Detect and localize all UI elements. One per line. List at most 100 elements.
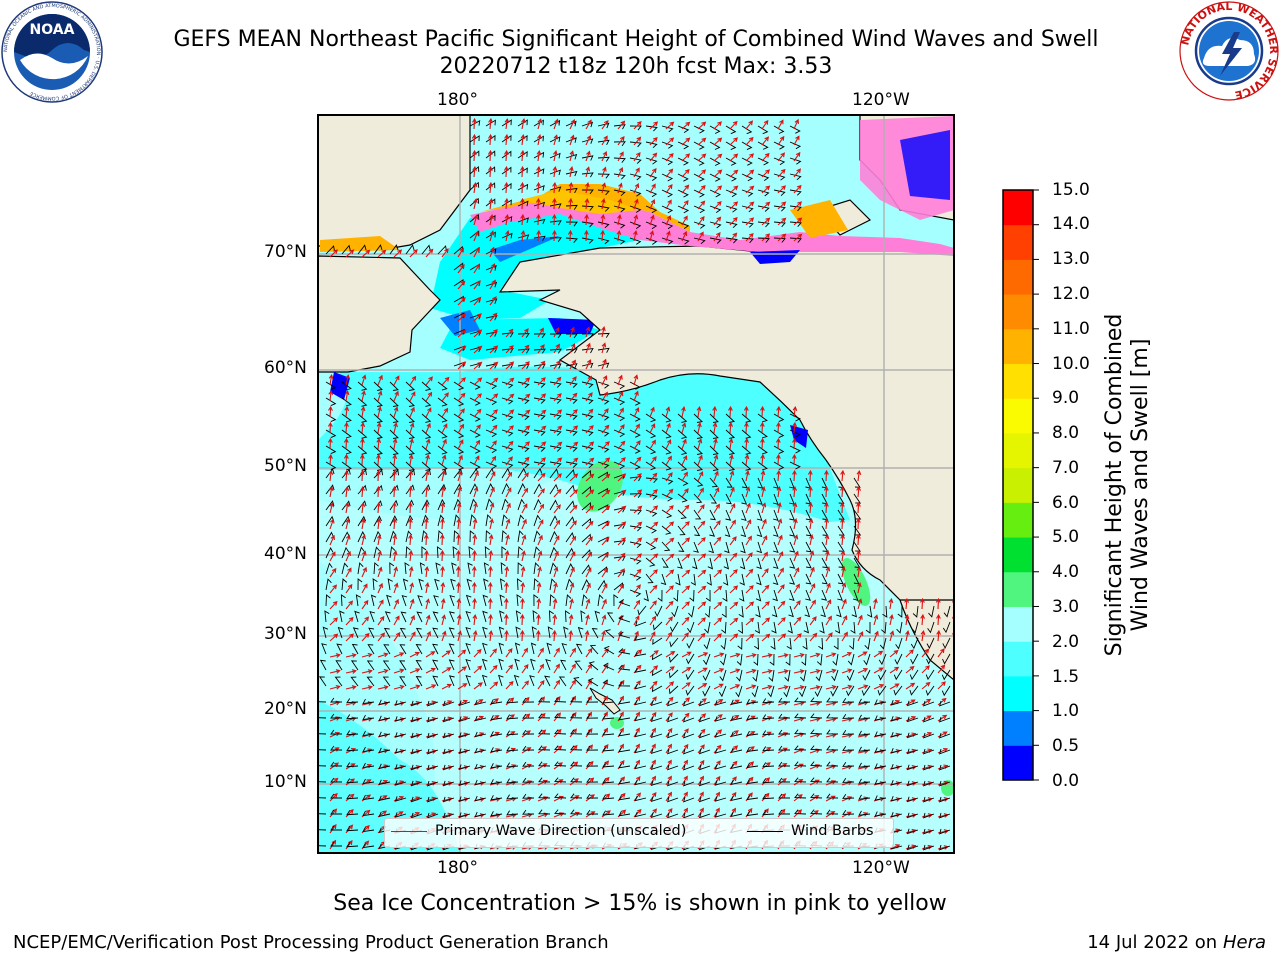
- wind-barb: [941, 669, 951, 681]
- wind-barb: [846, 669, 855, 682]
- wind-barb: [474, 747, 487, 754]
- wind-barb: [522, 793, 535, 799]
- wind-barb: [373, 413, 383, 423]
- wind-barb: [522, 745, 535, 751]
- wave-direction-arrow: [585, 166, 591, 178]
- cbar-tick-13: 13.0: [1052, 249, 1090, 269]
- wind-barb: [533, 363, 546, 369]
- wave-direction-arrow: [553, 441, 563, 450]
- wave-direction-arrow: [745, 153, 755, 162]
- wind-barb: [346, 794, 359, 800]
- wave-direction-arrow: [489, 440, 497, 450]
- wave-direction-arrow: [729, 569, 738, 578]
- wind-barb: [687, 621, 695, 634]
- wind-barb: [501, 150, 512, 159]
- wave-direction-arrow: [600, 229, 606, 242]
- wind-barb: [597, 156, 610, 162]
- wind-barb: [836, 605, 842, 618]
- wind-barb: [629, 125, 642, 131]
- wave-direction-arrow: [409, 375, 417, 386]
- wind-barb: [549, 594, 555, 607]
- wave-direction-arrow: [376, 421, 382, 434]
- wind-barb: [645, 525, 657, 534]
- wind-barb: [755, 605, 761, 618]
- wave-direction-arrow: [585, 392, 593, 402]
- wind-barb: [318, 697, 327, 703]
- wind-barb: [602, 698, 615, 704]
- wind-barb: [739, 557, 746, 570]
- wave-direction-arrow: [505, 502, 511, 514]
- wave-direction-arrow: [921, 665, 930, 674]
- wind-barb: [613, 141, 626, 147]
- wind-barb: [842, 746, 855, 751]
- wind-barb: [821, 573, 828, 585]
- wind-barb: [485, 530, 491, 543]
- wave-direction-arrow: [617, 135, 625, 146]
- chart-subtitle: 20220712 t18z 120h fcst Max: 3.53: [439, 54, 833, 79]
- wave-direction-arrow: [601, 567, 609, 578]
- wave-direction-arrow: [777, 233, 787, 242]
- wave-direction-arrow: [729, 137, 739, 146]
- wind-barb: [549, 610, 554, 623]
- wind-barb: [602, 794, 615, 800]
- wave-direction-arrow: [681, 651, 692, 658]
- wave-direction-arrow: [889, 666, 900, 674]
- wind-barb: [362, 826, 375, 833]
- wave-direction-arrow: [889, 683, 900, 690]
- wind-barb: [821, 557, 829, 569]
- wind-barb: [517, 333, 530, 338]
- wave-direction-arrow: [807, 469, 813, 482]
- map-legend: Primary Wave Direction (unscaled) Wind B…: [384, 818, 894, 848]
- wave-direction-arrow: [520, 229, 526, 242]
- wave-direction-arrow: [697, 153, 707, 162]
- wave-direction-arrow: [520, 581, 526, 594]
- wind-barb: [533, 467, 543, 479]
- wave-direction-arrow: [569, 150, 575, 162]
- wave-direction-arrow: [713, 169, 723, 178]
- wind-barb: [501, 348, 514, 354]
- wave-direction-arrow: [761, 502, 767, 514]
- wind-barb: [923, 796, 935, 803]
- wave-direction-arrow: [792, 405, 798, 418]
- wind-barb: [318, 761, 327, 767]
- wave-direction-arrow: [649, 489, 658, 498]
- wind-barb: [853, 477, 861, 488]
- wave-direction-arrow: [681, 504, 690, 514]
- wave-direction-arrow: [345, 249, 355, 258]
- wave-direction-arrow: [665, 439, 672, 450]
- wind-barb: [357, 429, 368, 439]
- cbar-tick-11: 11.0: [1052, 319, 1090, 339]
- cbar-tick-2: 2.0: [1052, 632, 1080, 652]
- wind-barb: [522, 809, 535, 815]
- wave-direction-arrow: [489, 361, 499, 370]
- wind-barb: [530, 658, 536, 671]
- wave-direction-arrow: [569, 376, 577, 386]
- wave-direction-arrow: [697, 553, 707, 562]
- wind-barb: [650, 732, 663, 738]
- wind-barb: [458, 764, 471, 770]
- wind-barb: [549, 119, 561, 127]
- wind-barb: [399, 627, 407, 639]
- wave-direction-arrow: [553, 663, 560, 674]
- wave-direction-arrow: [681, 215, 688, 226]
- wind-barb: [721, 605, 727, 618]
- wave-direction-arrow: [937, 697, 947, 706]
- wind-barb: [874, 763, 887, 769]
- wind-barb: [341, 484, 351, 495]
- wave-direction-arrow: [745, 217, 755, 226]
- wave-direction-arrow: [633, 423, 640, 434]
- wind-barb: [802, 637, 808, 650]
- wave-direction-arrow: [393, 652, 405, 658]
- wind-barb: [602, 746, 615, 752]
- wave-direction-arrow: [745, 120, 754, 130]
- wind-barb: [389, 445, 399, 455]
- wave-direction-arrow: [408, 533, 413, 546]
- wind-barb: [741, 429, 752, 439]
- wind-barb: [629, 397, 641, 406]
- wave-direction-arrow: [521, 472, 529, 482]
- wind-barb: [698, 732, 711, 739]
- wind-barb: [442, 764, 455, 771]
- wind-barb: [474, 715, 487, 722]
- wind-barb: [501, 182, 512, 191]
- wind-barb: [911, 621, 919, 634]
